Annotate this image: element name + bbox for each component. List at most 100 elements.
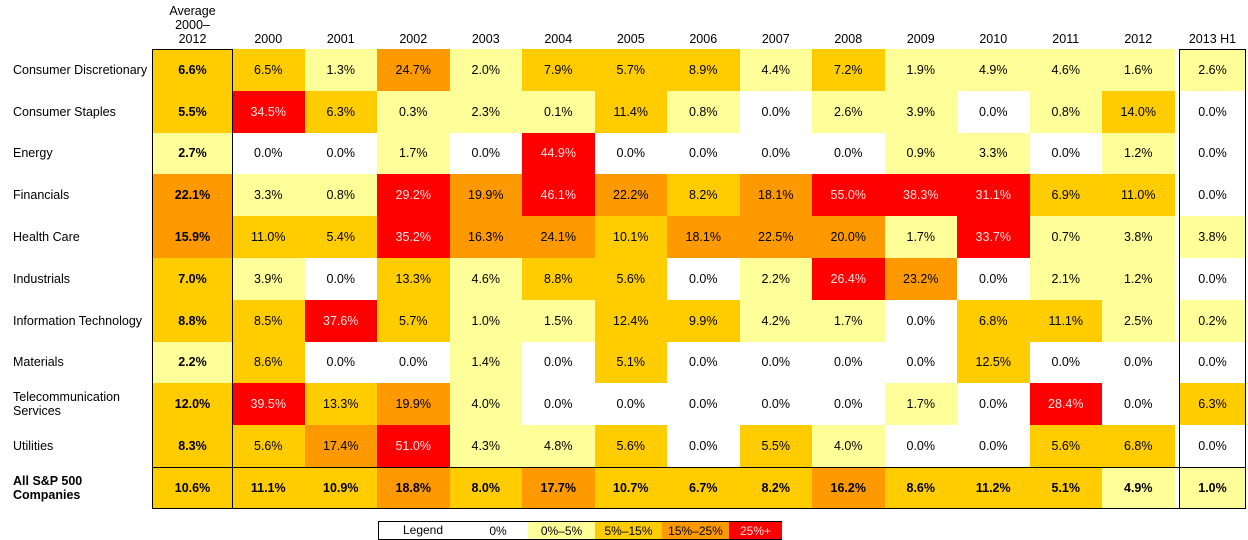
- heat-cell: 22.5%: [739, 216, 812, 258]
- heat-cell: 0.8%: [1029, 90, 1102, 133]
- heat-cell: 0.0%: [232, 132, 305, 175]
- heat-cell: 6.3%: [304, 90, 377, 133]
- heat-cell: 0.0%: [667, 341, 740, 384]
- heat-cell: 33.7%: [957, 216, 1030, 258]
- heat-cell: 11.1%: [232, 467, 305, 509]
- heat-cell: 1.7%: [884, 216, 957, 258]
- column-header: 2005: [616, 32, 645, 46]
- heat-cell: 13.3%: [304, 383, 377, 426]
- heat-cell: 2.7%: [153, 132, 232, 175]
- heat-cell: 0.0%: [1180, 90, 1245, 133]
- heat-cell: 0.0%: [304, 341, 377, 384]
- heat-cell: 6.6%: [153, 49, 232, 91]
- heat-cell: 31.1%: [957, 174, 1030, 217]
- heat-cell: 2.2%: [153, 341, 232, 384]
- heat-cell: 19.9%: [377, 383, 450, 426]
- heat-cell: 2.2%: [739, 258, 812, 300]
- heat-cell: 1.6%: [1102, 49, 1175, 91]
- heat-cell: 0.9%: [884, 132, 957, 175]
- heat-cell: 1.5%: [522, 299, 595, 342]
- column-header: 2010: [979, 32, 1008, 46]
- heat-cell: 2.6%: [1180, 49, 1245, 91]
- column-header: 2011: [1052, 32, 1080, 46]
- heat-cell: 3.3%: [232, 174, 305, 217]
- heat-cell: 0.0%: [957, 425, 1030, 467]
- heat-cell: 2.5%: [1102, 299, 1175, 342]
- heat-cell: 5.1%: [594, 341, 667, 384]
- heat-cell: 0.0%: [1180, 132, 1245, 175]
- column-header: 2001: [326, 32, 355, 46]
- heat-cell: 11.2%: [957, 467, 1030, 509]
- heat-cell: 24.7%: [377, 49, 450, 91]
- heat-cell: 4.6%: [1029, 49, 1102, 91]
- heat-cell: 4.6%: [449, 258, 522, 300]
- heat-cell: 13.3%: [377, 258, 450, 300]
- heat-cell: 4.8%: [522, 425, 595, 467]
- heat-cell: 4.0%: [812, 425, 885, 467]
- heat-cell: 0.0%: [739, 383, 812, 426]
- column-header: 2013 H1: [1188, 32, 1237, 46]
- heat-cell: 0.0%: [1029, 341, 1102, 384]
- heat-cell: 51.0%: [377, 425, 450, 467]
- heat-cell: 1.4%: [449, 341, 522, 384]
- heat-cell: 0.0%: [1180, 174, 1245, 217]
- heat-cell: 8.6%: [232, 341, 305, 384]
- heat-cell: 4.0%: [449, 383, 522, 426]
- heat-cell: 5.1%: [1029, 467, 1102, 509]
- heat-cell: 4.2%: [739, 299, 812, 342]
- row-label: Telecommunication Services: [13, 390, 120, 419]
- heat-cell: 3.8%: [1102, 216, 1175, 258]
- heat-cell: 5.7%: [377, 299, 450, 342]
- heat-cell: 8.5%: [232, 299, 305, 342]
- column-header: 2002: [399, 32, 428, 46]
- heat-cell: 0.0%: [377, 341, 450, 384]
- heat-cell: 1.2%: [1102, 132, 1175, 175]
- heat-cell: 1.7%: [377, 132, 450, 175]
- legend-item: 25%+: [729, 522, 782, 539]
- heat-cell: 0.0%: [884, 341, 957, 384]
- heat-cell: 1.0%: [449, 299, 522, 342]
- heat-cell: 5.5%: [153, 90, 232, 133]
- heat-cell: 1.7%: [812, 299, 885, 342]
- column-header: 2003: [471, 32, 500, 46]
- heat-cell: 18.1%: [667, 216, 740, 258]
- heat-cell: 17.4%: [304, 425, 377, 467]
- row-label: All S&P 500 Companies: [13, 473, 83, 502]
- heat-cell: 6.8%: [957, 299, 1030, 342]
- heat-cell: 3.9%: [884, 90, 957, 133]
- heat-cell: 34.5%: [232, 90, 305, 133]
- heat-cell: 0.0%: [739, 90, 812, 133]
- column-header: Average 2000–2012: [169, 4, 216, 46]
- legend-item: 0%: [468, 522, 528, 539]
- heat-cell: 38.3%: [884, 174, 957, 217]
- heat-cell: 26.4%: [812, 258, 885, 300]
- heat-cell: 46.1%: [522, 174, 595, 217]
- heat-cell: 0.7%: [1029, 216, 1102, 258]
- heat-cell: 5.6%: [594, 258, 667, 300]
- heat-cell: 44.9%: [522, 132, 595, 175]
- heat-cell: 0.0%: [812, 341, 885, 384]
- heat-cell: 20.0%: [812, 216, 885, 258]
- heat-cell: 0.0%: [522, 383, 595, 426]
- heat-cell: 16.3%: [449, 216, 522, 258]
- heat-cell: 7.9%: [522, 49, 595, 91]
- column-header: 2000: [254, 32, 283, 46]
- heat-cell: 0.0%: [304, 258, 377, 300]
- heat-cell: 11.0%: [1102, 174, 1175, 217]
- heat-cell: 1.3%: [304, 49, 377, 91]
- heat-cell: 5.6%: [1029, 425, 1102, 467]
- heat-cell: 8.8%: [522, 258, 595, 300]
- heat-cell: 6.7%: [667, 467, 740, 509]
- heat-cell: 0.0%: [957, 90, 1030, 133]
- heat-cell: 24.1%: [522, 216, 595, 258]
- heat-cell: 8.8%: [153, 299, 232, 342]
- row-label: Materials: [13, 355, 64, 370]
- heat-cell: 0.0%: [1102, 383, 1175, 426]
- heat-cell: 2.0%: [449, 49, 522, 91]
- heat-cell: 2.1%: [1029, 258, 1102, 300]
- row-label: Energy: [13, 146, 53, 161]
- heat-cell: 55.0%: [812, 174, 885, 217]
- row-label: Financials: [13, 188, 70, 203]
- heat-cell: 15.9%: [153, 216, 232, 258]
- heat-cell: 16.2%: [812, 467, 885, 509]
